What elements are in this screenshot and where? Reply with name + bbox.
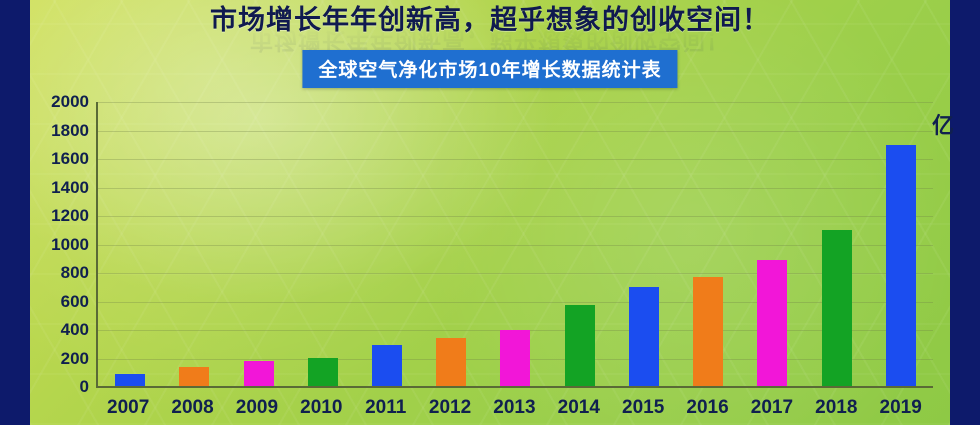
x-axis-line [96, 386, 933, 388]
bar-2009 [243, 360, 274, 387]
frame-right [950, 0, 980, 425]
y-tick-label: 1600 [51, 149, 89, 168]
bar-column [676, 102, 740, 387]
gridline: 1400 [51, 178, 933, 197]
gridline: 600 [61, 292, 933, 311]
x-tick-label: 2012 [428, 397, 472, 418]
frame-left [0, 0, 30, 425]
bar-2012 [436, 337, 467, 387]
x-axis-labels: 2007 2008 2009 2010 2011 2012 2013 2014 2015 2016… [96, 392, 933, 424]
x-tick-label: 2017 [750, 397, 794, 418]
bar-column [98, 102, 162, 387]
y-tick-label: 200 [60, 348, 89, 368]
y-tick-label: 600 [60, 291, 89, 311]
bar-column [162, 102, 226, 387]
bar-2011 [371, 344, 402, 387]
gridline: 1000 [51, 235, 933, 254]
bar-series [98, 102, 933, 387]
bar-column [612, 102, 676, 387]
y-tick-label: 1000 [51, 234, 89, 254]
x-tick-label: 2016 [686, 397, 729, 418]
x-tick-label: 2011 [365, 397, 407, 418]
y-tick-label: 400 [60, 320, 89, 339]
bar-2008 [179, 367, 210, 387]
bar-column [419, 102, 483, 387]
bar-column [740, 102, 804, 387]
bar-2018 [821, 230, 852, 387]
bar-2010 [307, 357, 338, 387]
gridline: 800 [61, 263, 933, 282]
bar-2017 [757, 260, 788, 387]
y-tick-label: 1800 [51, 120, 89, 140]
x-tick-label: 2008 [171, 397, 214, 418]
x-tick-label: 2009 [235, 397, 279, 418]
y-tick-label: 1400 [51, 177, 89, 197]
gridline: 1600 [51, 149, 933, 168]
bar-2016 [693, 276, 724, 387]
bar-column [355, 102, 419, 387]
x-tick-label: 2018 [815, 397, 858, 418]
x-tick-label: 2007 [107, 397, 150, 418]
page-headline: 市场增长年年创新高，超乎想象的创收空间！ [210, 5, 770, 35]
y-tick-label: 1200 [51, 206, 89, 225]
x-tick-label: 2010 [300, 397, 343, 418]
gridline: 1800 [51, 121, 933, 140]
plot-area: 0 200 400 600 800 1000 1200 1400 1600 1800 2000 [51, 92, 933, 396]
y-tick-label: 2000 [51, 92, 89, 111]
bar-2019 [885, 144, 916, 387]
gridline: 2000 [51, 92, 933, 111]
x-tick-label: 2015 [622, 397, 665, 418]
x-tick-label: 2013 [493, 397, 536, 418]
bar-2013 [500, 330, 531, 387]
y-tick-label: 800 [60, 263, 89, 282]
bar-column [227, 102, 291, 387]
bar-column [869, 102, 933, 387]
gridline: 1200 [51, 206, 933, 225]
bar-column [291, 102, 355, 387]
x-tick-label: 2014 [557, 397, 600, 418]
bar-column [548, 102, 612, 387]
bar-2015 [628, 287, 659, 387]
bar-2014 [564, 305, 595, 387]
chart-title-banner: 全球空气净化市场10年增长数据统计表 [302, 50, 678, 88]
bar-column [805, 102, 869, 387]
y-axis-unit-label: 亿 [931, 113, 954, 138]
bar-column [483, 102, 547, 387]
bar-2007 [115, 374, 146, 387]
x-tick-label: 2019 [879, 397, 922, 418]
y-tick-label: 0 [79, 377, 89, 396]
